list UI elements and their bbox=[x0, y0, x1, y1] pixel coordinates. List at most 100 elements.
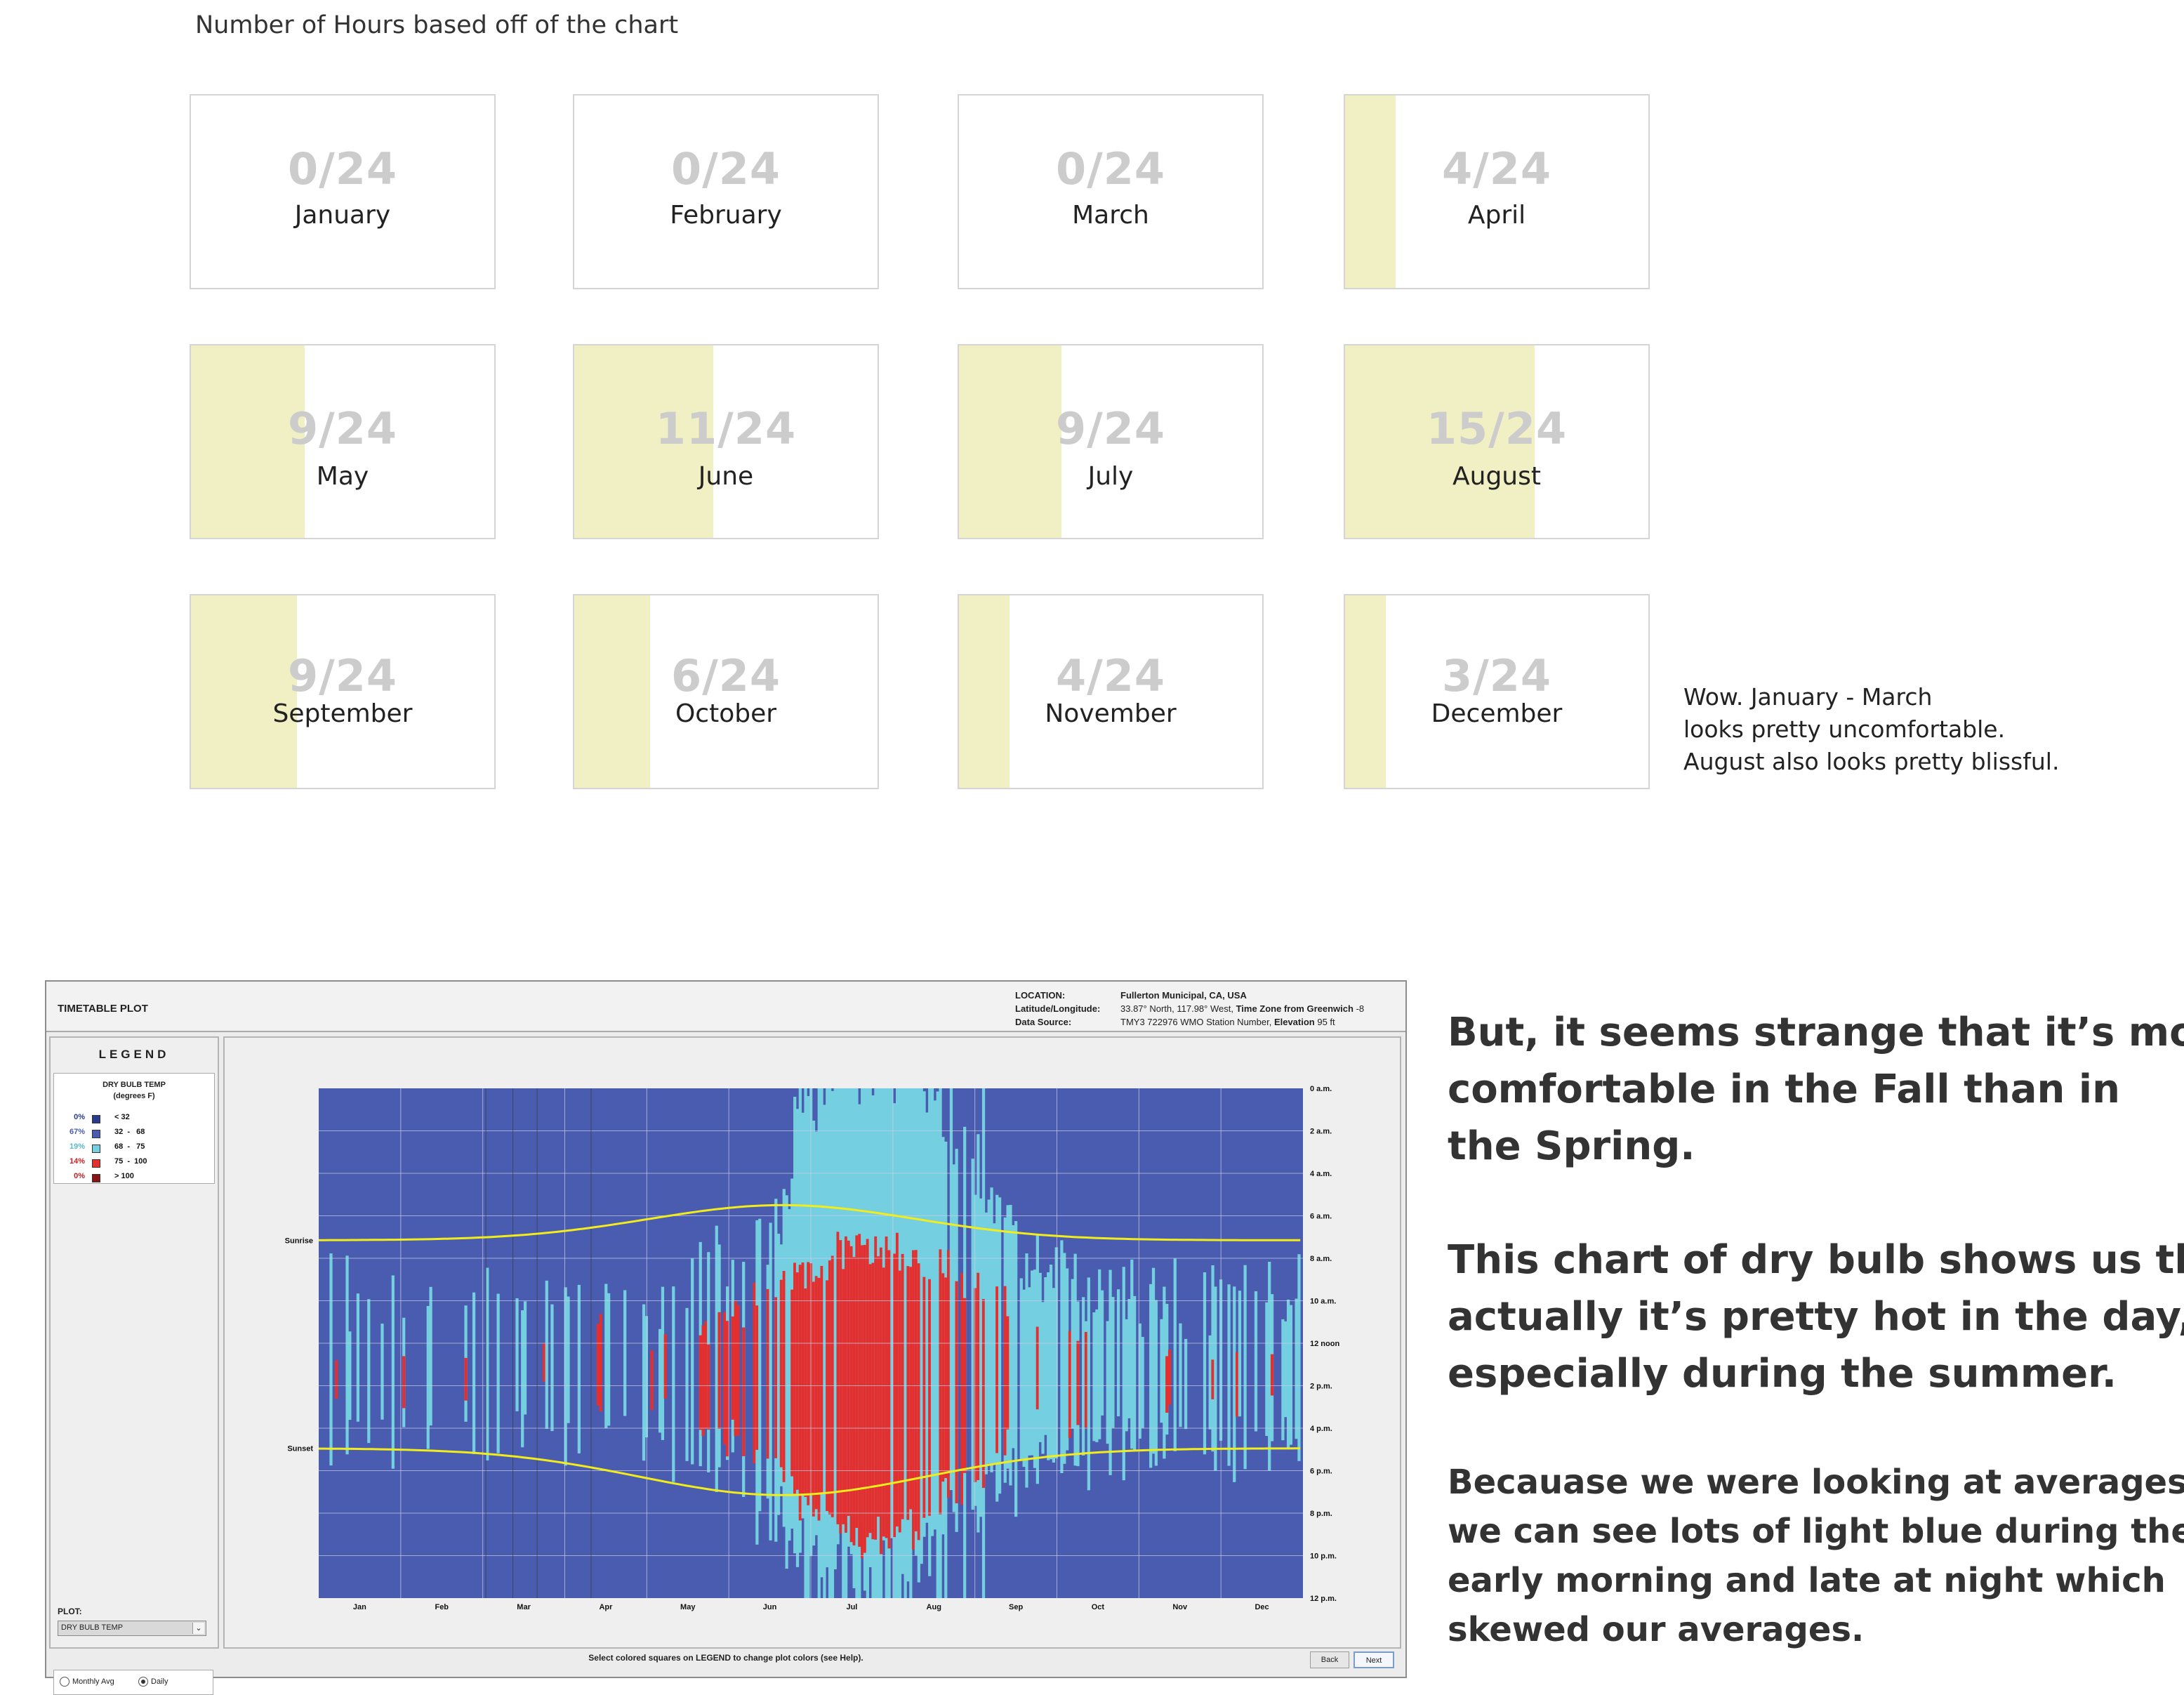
hour-tick-label: 4 a.m. bbox=[1310, 1170, 1332, 1178]
hot-temperature-mark bbox=[928, 1279, 932, 1516]
mild-temperature-mark bbox=[1116, 1289, 1120, 1417]
mild-temperature-mark bbox=[523, 1301, 527, 1415]
mild-temperature-mark bbox=[1052, 1288, 1056, 1463]
month-tick-label: Dec bbox=[1255, 1603, 1269, 1611]
next-button[interactable]: Next bbox=[1354, 1651, 1394, 1668]
hot-temperature-mark bbox=[939, 1249, 942, 1515]
comfort-hours-ratio: 0/24 bbox=[1055, 143, 1166, 194]
mild-temperature-mark bbox=[391, 1275, 395, 1469]
hot-temperature-mark bbox=[847, 1240, 851, 1516]
hot-temperature-mark bbox=[871, 1262, 875, 1540]
page-heading: Number of Hours based off of the chart bbox=[195, 11, 679, 39]
radio-monthly-avg[interactable]: Monthly Avg bbox=[60, 1677, 114, 1687]
legend-range: 75 - 100 bbox=[114, 1157, 147, 1166]
mild-temperature-mark bbox=[833, 1088, 837, 1569]
radio-daily[interactable]: Daily bbox=[138, 1677, 168, 1687]
mild-temperature-mark bbox=[550, 1304, 554, 1432]
legend-range: 32 - 68 bbox=[114, 1128, 145, 1136]
commentary-line: early morning and late at night which bbox=[1448, 1561, 2166, 1600]
mild-temperature-mark bbox=[715, 1225, 718, 1492]
mild-temperature-mark bbox=[920, 1088, 923, 1564]
commentary-line: especially during the summer. bbox=[1448, 1351, 2117, 1397]
legend-title: LEGEND bbox=[98, 1048, 170, 1061]
legend-color-swatch[interactable] bbox=[92, 1145, 100, 1153]
mild-temperature-mark bbox=[1012, 1225, 1015, 1449]
legend-percent: 14% bbox=[69, 1157, 85, 1166]
month-name: February bbox=[670, 201, 782, 230]
legend-percent: 19% bbox=[69, 1142, 85, 1151]
hot-temperature-mark bbox=[542, 1343, 546, 1382]
month-card: 0/24 January bbox=[190, 94, 496, 289]
legend-percent: 0% bbox=[74, 1113, 85, 1121]
mild-temperature-mark bbox=[1054, 1247, 1058, 1459]
mild-temperature-mark bbox=[604, 1284, 608, 1429]
hour-tick-label: 2 p.m. bbox=[1310, 1383, 1332, 1391]
hot-temperature-mark bbox=[707, 1344, 710, 1430]
radio-monthly-label: Monthly Avg bbox=[72, 1677, 114, 1686]
hot-temperature-mark bbox=[868, 1264, 872, 1534]
hot-temperature-mark bbox=[801, 1262, 805, 1494]
comfort-hours-ratio: 9/24 bbox=[1055, 403, 1166, 454]
legend-color-swatch[interactable] bbox=[92, 1115, 100, 1123]
mild-temperature-mark bbox=[1063, 1253, 1066, 1464]
mild-temperature-mark bbox=[1227, 1284, 1231, 1466]
mild-temperature-mark bbox=[1138, 1323, 1141, 1439]
radio-daily-label: Daily bbox=[151, 1677, 168, 1686]
hot-temperature-mark bbox=[701, 1325, 705, 1436]
hot-temperature-mark bbox=[774, 1297, 778, 1458]
hot-temperature-mark bbox=[812, 1281, 816, 1517]
legend-range: > 100 bbox=[114, 1172, 134, 1180]
hour-tick-label: 6 a.m. bbox=[1310, 1213, 1332, 1221]
commentary-line: comfortable in the Fall than in bbox=[1448, 1067, 2120, 1112]
plot-panel: Sunrise Sunset 0 a.m. 2 a.m. 4 a.m. 6 a.m. 8 a… bbox=[223, 1036, 1401, 1649]
hot-temperature-mark bbox=[1270, 1354, 1274, 1396]
hot-temperature-mark bbox=[820, 1265, 823, 1495]
hour-tick-label: 12 p.m. bbox=[1310, 1595, 1337, 1603]
legend-color-swatch[interactable] bbox=[92, 1174, 100, 1182]
mild-temperature-mark bbox=[1184, 1338, 1188, 1430]
hot-temperature-mark bbox=[717, 1312, 721, 1429]
mild-temperature-mark bbox=[1098, 1269, 1101, 1439]
commentary-line: we can see lots of light blue during the bbox=[1448, 1512, 2184, 1551]
mild-temperature-mark bbox=[1028, 1287, 1031, 1456]
mild-temperature-mark bbox=[1149, 1284, 1153, 1468]
source-label: Data Source: bbox=[1015, 1017, 1072, 1027]
hot-temperature-mark bbox=[842, 1269, 845, 1524]
mild-temperature-mark bbox=[1087, 1277, 1090, 1491]
mild-temperature-mark bbox=[933, 1100, 937, 1530]
mild-temperature-mark bbox=[1214, 1286, 1217, 1471]
hot-temperature-mark bbox=[804, 1288, 807, 1497]
month-tick-label: Jul bbox=[846, 1603, 857, 1611]
comfort-fill-bar bbox=[191, 345, 305, 538]
legend-color-swatch[interactable] bbox=[92, 1159, 100, 1168]
hot-temperature-mark bbox=[887, 1250, 891, 1549]
mild-temperature-mark bbox=[1254, 1291, 1258, 1432]
month-tick-label: Feb bbox=[435, 1603, 449, 1611]
month-tick-label: Sep bbox=[1009, 1603, 1023, 1611]
hot-temperature-mark bbox=[596, 1324, 600, 1406]
comfort-hours-ratio: 11/24 bbox=[655, 403, 797, 454]
mild-temperature-mark bbox=[758, 1218, 762, 1512]
mild-temperature-mark bbox=[1019, 1278, 1023, 1461]
mild-temperature-mark bbox=[993, 1223, 996, 1465]
month-tick-label: Jun bbox=[763, 1603, 777, 1611]
legend-row: 19% 68 - 75 bbox=[54, 1142, 216, 1156]
hot-temperature-mark bbox=[828, 1260, 832, 1515]
month-name: March bbox=[1072, 201, 1149, 230]
comfort-hours-ratio: 0/24 bbox=[287, 143, 398, 194]
hot-temperature-mark bbox=[909, 1267, 913, 1510]
back-button[interactable]: Back bbox=[1310, 1651, 1349, 1668]
hot-temperature-mark bbox=[1003, 1286, 1007, 1456]
mild-temperature-mark bbox=[1060, 1240, 1064, 1473]
hot-temperature-mark bbox=[782, 1271, 786, 1482]
mild-temperature-mark bbox=[345, 1255, 349, 1455]
month-name: August bbox=[1452, 462, 1541, 491]
plot-select[interactable]: DRY BULB TEMP ⌄ bbox=[58, 1621, 206, 1636]
chevron-down-icon[interactable]: ⌄ bbox=[192, 1623, 204, 1634]
comfort-fill-bar bbox=[1345, 595, 1386, 788]
mild-temperature-mark bbox=[521, 1310, 524, 1448]
legend-color-swatch[interactable] bbox=[92, 1130, 100, 1138]
mild-temperature-mark bbox=[685, 1307, 689, 1461]
comfort-hours-ratio: 9/24 bbox=[287, 650, 398, 701]
hot-temperature-mark bbox=[849, 1246, 853, 1543]
